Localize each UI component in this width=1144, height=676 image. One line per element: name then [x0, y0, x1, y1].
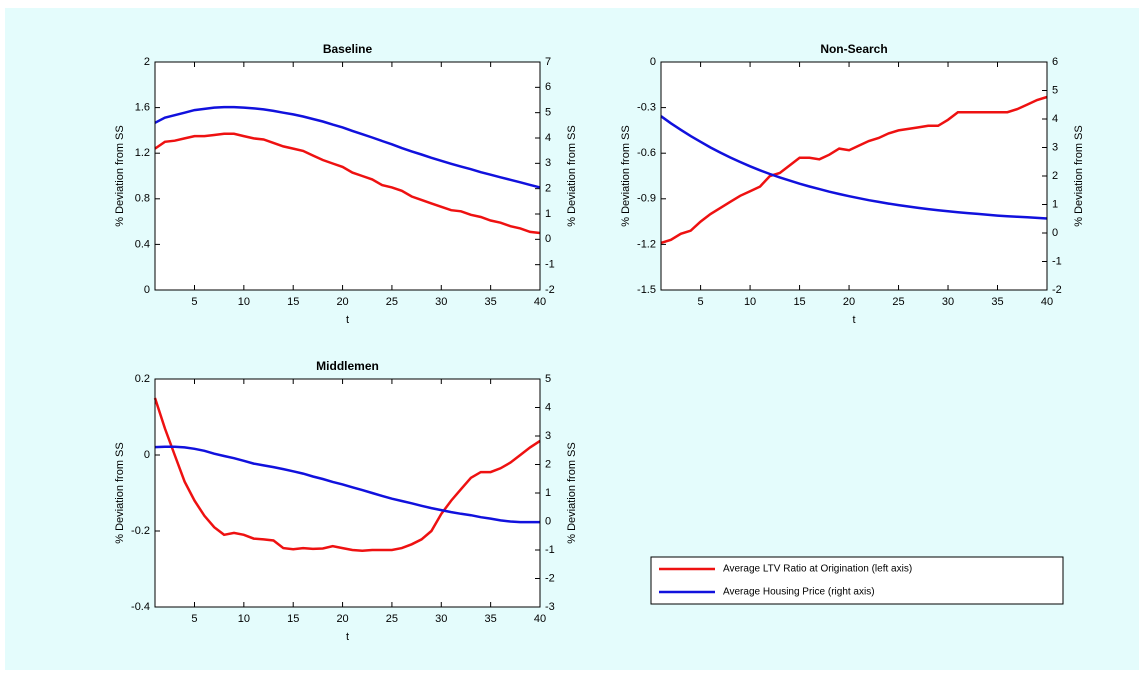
- x-tick-label: 30: [942, 296, 954, 308]
- y-tick-label: 0: [144, 284, 150, 296]
- y-tick-label: 1.2: [135, 147, 150, 159]
- legend-label: Average Housing Price (right axis): [723, 587, 875, 598]
- x-tick-label: 10: [744, 296, 756, 308]
- y2-tick-label: 3: [545, 430, 551, 442]
- y2-axis-label: % Deviation from SS: [566, 442, 578, 543]
- y-tick-label: -0.4: [131, 601, 150, 613]
- plot-area: [661, 62, 1047, 290]
- x-tick-label: 25: [386, 613, 398, 625]
- y2-tick-label: -1: [1052, 255, 1062, 267]
- y2-tick-label: 2: [1052, 170, 1058, 182]
- x-tick-label: 10: [238, 296, 250, 308]
- y-tick-label: 0.8: [135, 193, 150, 205]
- x-tick-label: 10: [238, 613, 250, 625]
- x-tick-label: 5: [698, 296, 704, 308]
- x-tick-label: 30: [435, 613, 447, 625]
- x-tick-label: 20: [336, 613, 348, 625]
- x-tick-label: 35: [485, 296, 497, 308]
- x-axis-label: t: [852, 314, 855, 326]
- y-tick-label: -1.2: [637, 238, 656, 250]
- y2-axis-label: % Deviation from SS: [1073, 125, 1085, 226]
- y2-tick-label: 4: [1052, 113, 1058, 125]
- chart-title: Middlemen: [316, 359, 379, 373]
- x-tick-label: 20: [843, 296, 855, 308]
- plot-area: [155, 62, 540, 290]
- y2-tick-label: 2: [545, 458, 551, 470]
- x-tick-label: 15: [287, 613, 299, 625]
- y-tick-label: -0.9: [637, 193, 656, 205]
- series-line: [660, 95, 1048, 245]
- y2-tick-label: -1: [545, 544, 555, 556]
- x-tick-label: 40: [534, 296, 546, 308]
- y-tick-label: 0.4: [135, 238, 150, 250]
- y2-tick-label: 1: [545, 208, 551, 220]
- chart-title: Non-Search: [820, 42, 887, 56]
- y2-tick-label: 0: [1052, 227, 1058, 239]
- y2-tick-label: 5: [545, 107, 551, 119]
- y2-tick-label: 1: [1052, 198, 1058, 210]
- legend: Average LTV Ratio at Origination (left a…: [650, 556, 1064, 605]
- y-tick-label: 0: [650, 56, 656, 68]
- y2-tick-label: 3: [1052, 141, 1058, 153]
- y-tick-label: -0.2: [131, 525, 150, 537]
- legend-label: Average LTV Ratio at Origination (left a…: [723, 564, 912, 575]
- y-axis-label: % Deviation from SS: [620, 125, 632, 226]
- x-tick-label: 25: [892, 296, 904, 308]
- y-tick-label: -1.5: [637, 284, 656, 296]
- y-axis-label: % Deviation from SS: [114, 442, 126, 543]
- chart-title: Baseline: [323, 42, 373, 56]
- legend-box: [650, 556, 1064, 605]
- x-tick-label: 35: [991, 296, 1003, 308]
- x-tick-label: 15: [793, 296, 805, 308]
- y2-tick-label: -3: [545, 601, 555, 613]
- y2-tick-label: 5: [545, 373, 551, 385]
- x-tick-label: 25: [386, 296, 398, 308]
- x-axis-label: t: [346, 314, 349, 326]
- y2-tick-label: 2: [545, 183, 551, 195]
- series-line: [153, 397, 541, 553]
- plot-frame: [154, 61, 541, 291]
- y2-tick-label: 1: [545, 487, 551, 499]
- x-tick-label: 5: [191, 296, 197, 308]
- y2-tick-label: 4: [545, 401, 551, 413]
- x-tick-label: 35: [485, 613, 497, 625]
- x-tick-label: 5: [191, 613, 197, 625]
- y-tick-label: 2: [144, 56, 150, 68]
- y-tick-label: -0.6: [637, 147, 656, 159]
- y2-axis-label: % Deviation from SS: [566, 125, 578, 226]
- x-tick-label: 40: [534, 613, 546, 625]
- series-line: [154, 105, 541, 189]
- y2-tick-label: 6: [1052, 56, 1058, 68]
- y-tick-label: 0.2: [135, 373, 150, 385]
- y2-tick-label: -1: [545, 259, 555, 271]
- x-tick-label: 15: [287, 296, 299, 308]
- y2-tick-label: -2: [1052, 284, 1062, 296]
- series-line: [660, 115, 1048, 220]
- series-line: [154, 445, 540, 524]
- y-tick-label: 1.6: [135, 102, 150, 114]
- x-tick-label: 30: [435, 296, 447, 308]
- y2-tick-label: 3: [545, 157, 551, 169]
- y2-tick-label: 5: [1052, 84, 1058, 96]
- plot-frame: [660, 61, 1048, 291]
- y-tick-label: 0: [144, 449, 150, 461]
- y2-tick-label: 4: [545, 132, 551, 144]
- plot-frame: [154, 378, 541, 608]
- y2-tick-label: 0: [545, 233, 551, 245]
- y2-tick-label: -2: [545, 572, 555, 584]
- y2-tick-label: -2: [545, 284, 555, 296]
- series-line: [154, 132, 541, 235]
- y2-tick-label: 7: [545, 56, 551, 68]
- x-tick-label: 20: [336, 296, 348, 308]
- y2-tick-label: 0: [545, 515, 551, 527]
- x-tick-label: 40: [1041, 296, 1053, 308]
- plot-area: [155, 379, 540, 607]
- y2-tick-label: 6: [545, 81, 551, 93]
- y-tick-label: -0.3: [637, 102, 656, 114]
- x-axis-label: t: [346, 631, 349, 643]
- y-axis-label: % Deviation from SS: [114, 125, 126, 226]
